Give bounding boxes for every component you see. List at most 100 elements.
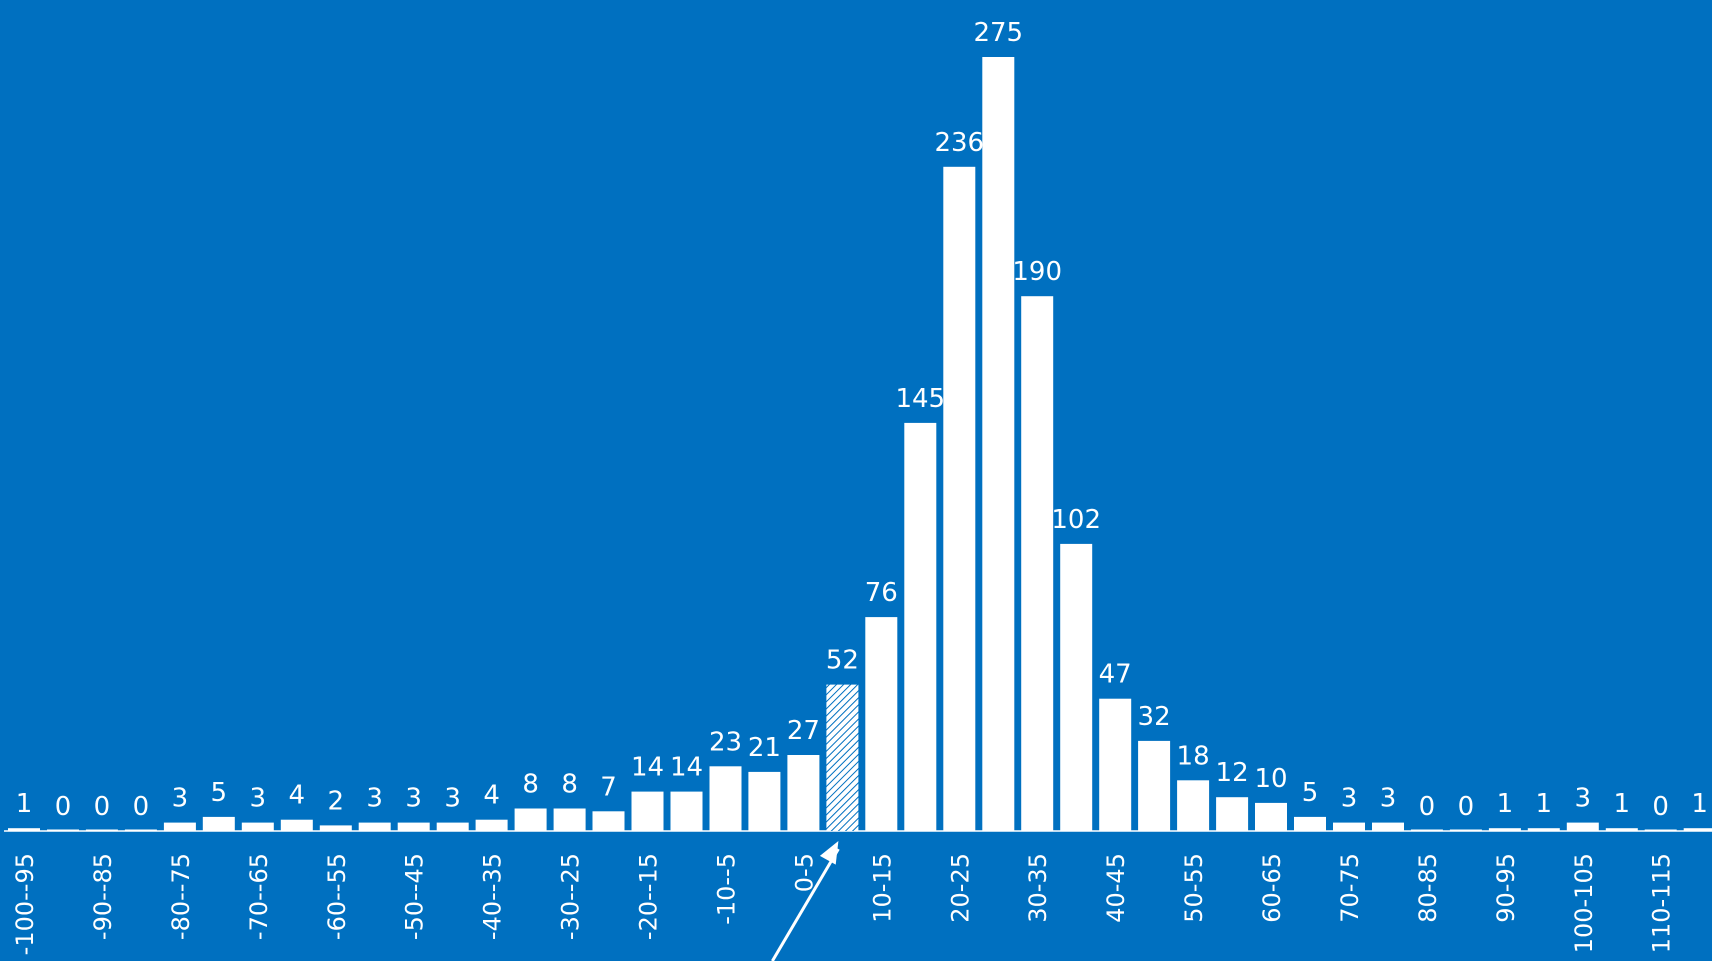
x-tick-label: -90--85 [89,853,117,940]
x-tick-label: -80--75 [167,853,195,940]
bar [943,166,976,832]
bar [1488,828,1521,831]
bar [8,828,40,831]
bar [85,829,118,831]
x-tick-label: 70-75 [1336,853,1364,923]
bar-value-label: 4 [289,781,306,811]
x-tick-label: 100-105 [1570,853,1598,953]
bar-value-label: 2 [328,786,345,816]
bar-value-label: 0 [94,792,111,822]
bar [47,829,79,831]
x-tick-label: -70--65 [245,853,273,940]
bar-value-label: 1 [1536,789,1553,819]
bar-value-label: 3 [444,784,461,814]
bar-value-label: 275 [973,18,1023,48]
bar-value-label: 32 [1138,702,1171,732]
annotation-arrow [771,848,840,961]
bar [1216,797,1249,831]
bar [514,808,547,831]
bar [631,791,664,831]
bar [787,755,820,831]
bar-value-label: 8 [561,770,578,800]
bar-value-label: 5 [1302,778,1319,808]
bar-value-label: 190 [1012,257,1062,287]
bar [1255,802,1287,831]
bar [982,57,1015,831]
bar-value-label: 14 [670,753,703,783]
bar-value-label: 3 [1380,784,1397,814]
x-tick-label: 90-95 [1492,853,1520,923]
bar [436,822,469,831]
bar-value-label: 14 [631,753,664,783]
bar-value-label: 4 [483,781,500,811]
x-tick-label: 0-5 [790,853,818,892]
bar [1021,296,1054,831]
bar [1177,780,1210,831]
bar-value-label: 0 [133,792,150,822]
bar [1683,828,1712,831]
bar-value-label: 12 [1216,758,1249,788]
bar-value-label: 5 [211,778,228,808]
bar [1449,829,1482,831]
bar-value-label: 10 [1254,764,1287,794]
bar [1605,828,1638,831]
bar-value-label: 47 [1099,660,1132,690]
x-tick-label: 10-15 [868,853,896,923]
x-tick-label: 110-115 [1648,853,1676,953]
bar-value-label: 0 [55,792,72,822]
bar-value-label: 3 [366,784,383,814]
x-tick-label: -40--35 [479,853,507,940]
x-tick-label: -100--95 [11,853,39,955]
bar [163,822,196,831]
bar-value-label: 3 [405,784,422,814]
bar [865,617,898,831]
bar [1333,822,1365,831]
bar-value-label: 0 [1419,792,1436,822]
bar [592,811,625,831]
bar-value-label: 1 [1691,789,1708,819]
x-tick-label: -60--55 [323,853,351,940]
x-tick-label: -10--5 [713,853,741,925]
bar [670,791,703,831]
bar [1138,740,1171,831]
bar [475,819,508,831]
bar [1644,829,1677,831]
bar-value-label: 23 [709,727,742,757]
bar-value-label: 3 [1341,784,1358,814]
bar-highlighted [826,684,859,831]
bar [124,829,157,831]
bar-value-label: 3 [250,784,267,814]
bar-value-label: 8 [522,770,539,800]
bar-value-label: 21 [748,733,781,763]
bar-value-label: 145 [895,384,945,414]
bar [1372,822,1404,831]
x-tick-label: 40-45 [1102,853,1130,923]
bar-value-label: 76 [865,578,898,608]
x-tick-label: 80-85 [1414,853,1442,923]
bar-value-label: 3 [172,784,189,814]
bar-value-label: 0 [1652,792,1669,822]
bar-value-label: 1 [1497,789,1514,819]
x-tick-label: -50--45 [401,853,429,940]
bar-value-label: 1 [1614,789,1631,819]
bar [358,822,391,831]
bar [1099,698,1132,831]
bar [1527,828,1560,831]
bar [1294,816,1326,831]
bar [904,422,937,831]
bar-value-label: 7 [600,772,617,802]
bar-value-label: 1 [16,789,33,819]
bar [709,766,742,831]
bar-value-label: 27 [787,716,820,746]
bar [1566,822,1599,831]
x-tick-label: 30-35 [1024,853,1052,923]
x-tick-label: -20--15 [635,853,663,940]
bar [553,808,586,831]
bar-value-label: 52 [826,646,859,676]
x-tick-label: 50-55 [1180,853,1208,923]
bar [1060,543,1093,831]
bar [241,822,274,831]
x-tick-label: 60-65 [1258,853,1286,923]
bar [748,771,781,831]
